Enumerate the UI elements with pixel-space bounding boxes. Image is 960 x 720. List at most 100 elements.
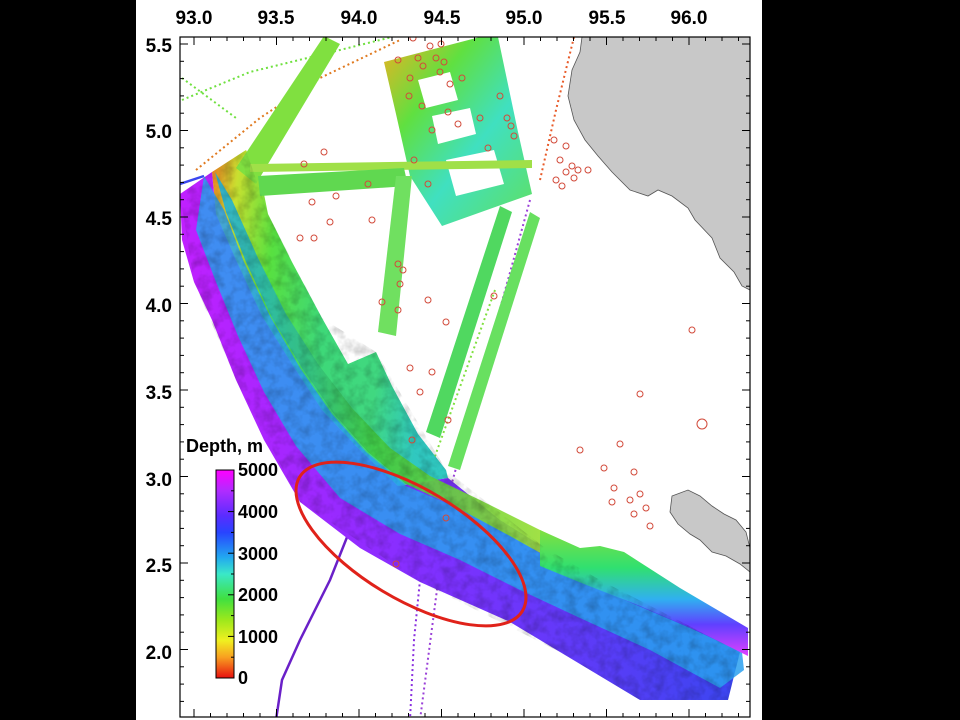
earthquake-circle [300, 160, 308, 168]
earthquake-circle [364, 180, 372, 188]
earthquake-circle [558, 182, 566, 190]
colorbar-label: 5000 [238, 460, 278, 480]
earthquake-circle [636, 390, 644, 398]
map-frame [179, 36, 751, 718]
y-tick-label: 3.0 [146, 470, 172, 491]
earthquake-circle [368, 216, 376, 224]
x-axis-tick-labels: 93.0 93.5 94.0 94.5 95.0 95.5 96.0 [176, 8, 708, 29]
strip-northwest [236, 37, 340, 184]
north-box-hole-2 [432, 108, 476, 144]
y-tick-label: 2.0 [146, 643, 172, 664]
south-shelf-swath [540, 530, 748, 656]
earthquake-circle [646, 522, 654, 530]
island-land [669, 489, 750, 573]
map-frame-ticks [180, 37, 750, 717]
earthquake-circle [510, 132, 518, 140]
strip-east-2 [448, 212, 540, 470]
earthquake-circle [446, 80, 454, 88]
earthquake-circle [406, 364, 414, 372]
colorbar-label: 2000 [238, 585, 278, 605]
colorbar-label: 0 [238, 668, 248, 688]
earthquake-circle [556, 156, 564, 164]
colorbar-label: 4000 [238, 502, 278, 522]
depth-legend: Depth, m 5000 4000 3000 2000 1000 0 [186, 436, 278, 688]
earthquake-circle [496, 92, 504, 100]
earthquake-circle [394, 56, 402, 64]
x-tick-label: 93.0 [176, 8, 213, 29]
earthquake-circle [454, 120, 462, 128]
earthquake-circle [610, 484, 618, 492]
earthquake-circle [626, 496, 634, 504]
earthquake-circle [320, 148, 328, 156]
earthquake-circle [426, 42, 434, 50]
earthquake-circle [378, 298, 386, 306]
earthquake-circle [616, 440, 624, 448]
earthquake-circle [332, 192, 340, 200]
earthquake-circle [562, 142, 570, 150]
earthquake-circle [414, 54, 422, 62]
earthquake-circle [444, 108, 452, 116]
earthquake-circle [490, 292, 498, 300]
strip-horizontal [250, 160, 532, 172]
earthquake-circle [574, 166, 582, 174]
earthquake-circle [600, 464, 608, 472]
y-tick-label: 5.0 [146, 122, 172, 143]
earthquake-circle [409, 37, 417, 42]
x-tick-label: 94.0 [341, 8, 378, 29]
legend-title: Depth, m [186, 436, 263, 456]
earthquake-circle [410, 156, 418, 164]
earthquake-circle [326, 218, 334, 226]
track-line-west2 [181, 77, 237, 119]
earthquake-circle [432, 54, 440, 62]
earthquake-circle [568, 162, 576, 170]
earthquake-circle [507, 122, 515, 130]
earthquake-circle [428, 126, 436, 134]
relief-texture [180, 150, 740, 700]
earthquake-circle [424, 296, 432, 304]
earthquake-circle [458, 74, 466, 82]
earthquake-circle [576, 446, 584, 454]
highlight-ellipse [294, 460, 528, 628]
earthquake-circle [406, 74, 414, 82]
earthquake-circle [608, 498, 616, 506]
track-line-purple-solid [275, 511, 359, 717]
colorbar-labels: 5000 4000 3000 2000 1000 0 [238, 460, 278, 688]
y-tick-label: 4.0 [146, 296, 172, 317]
x-tick-label: 94.5 [424, 8, 461, 29]
earthquake-circle [394, 260, 402, 268]
earthquake-circle [436, 68, 444, 76]
north-box-hole-1 [418, 72, 458, 108]
earthquake-circle [399, 266, 407, 274]
y-tick-label: 5.5 [146, 36, 173, 57]
earthquake-circle [562, 168, 570, 176]
earthquake-circle [484, 144, 492, 152]
y-tick-label: 2.5 [146, 556, 173, 577]
earthquake-circles [296, 37, 708, 568]
earthquake-circle [442, 318, 450, 326]
colorbar-ticks [228, 469, 234, 679]
earthquake-circle [503, 114, 511, 122]
earthquake-circle [440, 58, 448, 66]
earthquake-circle [310, 234, 318, 242]
earthquake-circle [392, 560, 400, 568]
y-tick-label: 3.5 [146, 383, 173, 404]
earthquake-circle [394, 306, 402, 314]
earthquake-circle [442, 514, 450, 522]
map-plot-area [180, 37, 750, 717]
earthquake-circle [308, 198, 316, 206]
colorbar-label: 1000 [238, 627, 278, 647]
earthquake-circle [642, 504, 650, 512]
earthquake-circle [630, 510, 638, 518]
earthquake-circle [444, 416, 452, 424]
track-line-west [181, 37, 393, 101]
colorbar-label: 3000 [238, 544, 278, 564]
earthquake-circle [418, 102, 426, 110]
earthquake-circle [696, 418, 708, 430]
earthquake-circle [424, 180, 432, 188]
x-tick-label: 96.0 [671, 8, 708, 29]
earthquake-circle [428, 368, 436, 376]
y-axis-tick-labels: 5.5 5.0 4.5 4.0 3.5 3.0 2.5 2.0 [146, 36, 173, 664]
earthquake-circle [630, 468, 638, 476]
track-line-north [195, 39, 401, 171]
x-tick-label: 95.0 [506, 8, 543, 29]
